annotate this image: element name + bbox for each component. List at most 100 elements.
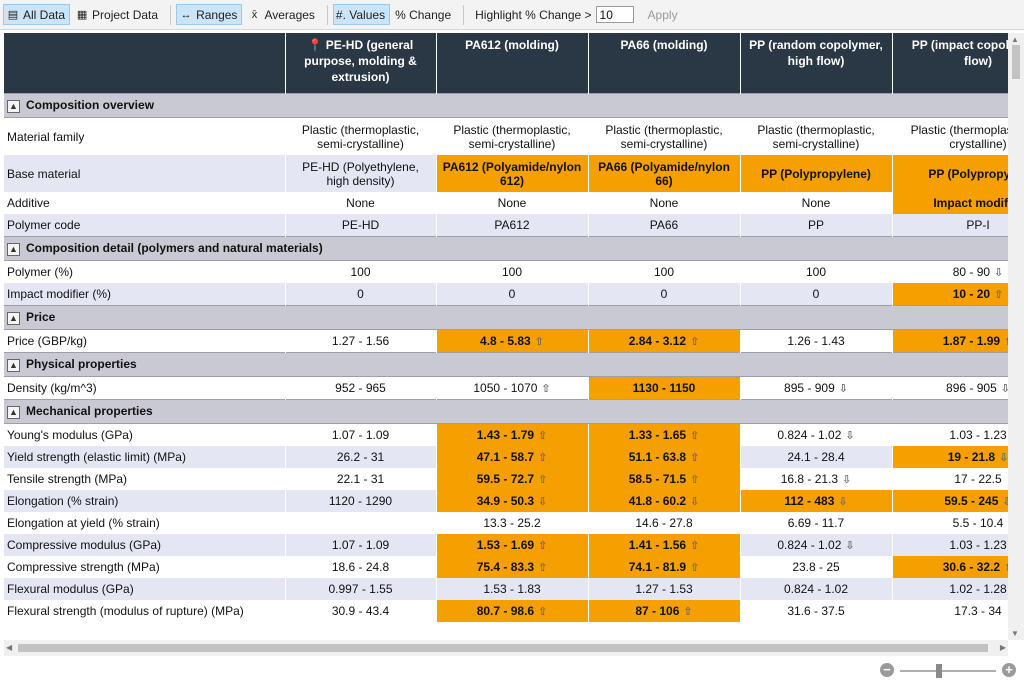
toolbar: ▤ All Data ▦ Project Data ↔ Ranges x̄ Averag…	[0, 0, 1024, 30]
arrow-up-icon: ⇧	[683, 605, 693, 618]
arrow-up-icon: ⇧	[538, 605, 548, 618]
cell-value: 4.8 - 5.83	[480, 333, 531, 348]
arrow-up-icon: ⇧	[690, 429, 700, 442]
column-header[interactable]: PA66 (molding)	[588, 33, 741, 94]
cell-value: 59.5 - 245	[944, 493, 999, 508]
values-button[interactable]: #. Values	[332, 4, 391, 25]
vertical-scroll-thumb[interactable]	[1012, 45, 1020, 79]
cell: PP (Polypropylene)	[740, 155, 893, 192]
cell: 10 - 20 ⇧	[892, 283, 1008, 306]
toolbar-divider	[326, 4, 328, 25]
cell-value: 2.84 - 3.12	[628, 333, 687, 348]
row-label: Elongation at yield (% strain)	[4, 512, 286, 534]
zoom-in-icon[interactable]: +	[1002, 663, 1016, 677]
cell: 112 - 483 ⇩	[740, 490, 893, 512]
collapse-icon[interactable]: ▲	[7, 242, 20, 256]
cell: 51.1 - 63.8 ⇧	[588, 446, 741, 468]
scroll-down-icon[interactable]: ▼	[1011, 629, 1019, 638]
section-row[interactable]: ▲ Composition detail (polymers and natura…	[4, 236, 1008, 261]
averages-button[interactable]: x̄ Averages	[244, 4, 319, 25]
vertical-scrollbar[interactable]: ▲ ▼	[1008, 33, 1024, 640]
scroll-left-icon[interactable]: ◀	[6, 643, 13, 652]
table-row: Yield strength (elastic limit) (MPa) 26.…	[4, 446, 1008, 468]
cell-value: 896 - 905	[946, 380, 997, 395]
ranges-label: Ranges	[196, 7, 238, 22]
table-row: Material family Plastic (thermoplastic, …	[4, 117, 1008, 155]
table-row: Compressive modulus (GPa) 1.07 - 1.09 1.…	[4, 534, 1008, 556]
cell: 0.997 - 1.55	[285, 578, 437, 600]
cell: 16.8 - 21.3 ⇩	[740, 468, 893, 490]
cell: 1.53 - 1.83	[436, 578, 589, 600]
cell: PP	[740, 214, 893, 237]
cell: 75.4 - 83.3 ⇧	[436, 556, 589, 578]
arrow-down-icon: ⇩	[690, 495, 700, 508]
cell: 30.9 - 43.4	[285, 600, 437, 622]
arrow-down-icon: ⇩	[845, 429, 855, 442]
cell: 0.824 - 1.02 ⇩	[740, 534, 893, 556]
section-row[interactable]: ▲ Mechanical properties	[4, 399, 1008, 424]
pin-icon: 📍	[307, 38, 323, 52]
arrow-up-icon: ⇧	[541, 382, 551, 395]
section-row[interactable]: ▲ Composition overview	[4, 93, 1008, 118]
cell: 1.27 - 1.56	[285, 329, 437, 353]
section-title: Composition detail (polymers and natural…	[26, 241, 323, 256]
scroll-right-icon[interactable]: ▶	[999, 643, 1006, 652]
cell: 6.69 - 11.7	[740, 512, 893, 534]
header-corner	[4, 33, 286, 94]
section-row[interactable]: ▲ Price	[4, 305, 1008, 330]
cell: 80 - 90 ⇩	[892, 260, 1008, 283]
highlight-threshold-input[interactable]: 10	[595, 6, 634, 23]
row-label: Material family	[4, 117, 286, 155]
section-title: Mechanical properties	[26, 404, 153, 419]
arrow-up-icon: ⇧	[534, 335, 544, 348]
zoom-slider-track[interactable]	[900, 670, 996, 672]
cell: None	[588, 192, 741, 214]
cell: PA612	[436, 214, 589, 237]
cell: 0	[436, 283, 589, 306]
horizontal-scrollbar[interactable]: ◀ ▶	[4, 640, 1008, 656]
table-row: Impact modifier (%) 0 0 0 0 10 - 20 ⇧	[4, 283, 1008, 306]
collapse-icon[interactable]: ▲	[7, 405, 20, 419]
horizontal-scroll-thumb[interactable]	[18, 644, 988, 652]
section-row[interactable]: ▲ Physical properties	[4, 352, 1008, 377]
zoom-out-icon[interactable]: −	[880, 663, 894, 677]
column-header[interactable]: 📍 PE-HD (general purpose, molding & extru…	[285, 33, 437, 94]
cell: 22.1 - 31	[285, 468, 437, 490]
scroll-up-icon[interactable]: ▲	[1011, 35, 1019, 44]
collapse-icon[interactable]: ▲	[7, 99, 20, 113]
cell-value: 1.43 - 1.79	[476, 427, 535, 442]
apply-button[interactable]: Apply	[647, 7, 678, 22]
table-row: Elongation at yield (% strain) 13.3 - 25…	[4, 512, 1008, 534]
column-header[interactable]: PP (impact copoly high flow)	[892, 33, 1008, 94]
cell-value: 80 - 90	[952, 264, 991, 279]
arrow-up-icon: ⇧	[690, 473, 700, 486]
ranges-button[interactable]: ↔ Ranges	[176, 4, 243, 25]
cell-value: 112 - 483	[784, 493, 835, 508]
cell: Plastic (thermoplastic, semi-crystalline…	[436, 117, 589, 155]
all-data-label: All Data	[23, 7, 66, 22]
cell: 100	[436, 260, 589, 283]
cell: 23.8 - 25	[740, 556, 893, 578]
cell: 24.1 - 28.4	[740, 446, 893, 468]
all-data-button[interactable]: ▤ All Data	[3, 4, 71, 25]
column-header[interactable]: PA612 (molding)	[436, 33, 589, 94]
table-row: Flexural modulus (GPa) 0.997 - 1.55 1.53…	[4, 578, 1008, 600]
all-data-icon: ▤	[7, 9, 19, 21]
table-row: Flexural strength (modulus of rupture) (…	[4, 600, 1008, 622]
zoom-slider-knob[interactable]	[936, 664, 942, 678]
column-header[interactable]: PP (random copolymer, high flow)	[740, 33, 893, 94]
row-label: Density (kg/m^3)	[4, 376, 286, 400]
cell: 17 - 22.5	[892, 468, 1008, 490]
collapse-icon[interactable]: ▲	[7, 358, 20, 372]
collapse-icon[interactable]: ▲	[7, 311, 20, 325]
project-data-button[interactable]: ▦ Project Data	[72, 4, 163, 25]
arrow-up-icon: ⇧	[1004, 335, 1008, 349]
cell: 100	[285, 260, 437, 283]
arrow-up-icon: ⇧	[690, 539, 700, 552]
percent-change-button[interactable]: % Change	[392, 4, 456, 25]
cell: Plastic (thermoplas semi-crystalline)	[892, 117, 1008, 155]
cell: PP-I	[892, 214, 1008, 237]
cell: None	[285, 192, 437, 214]
cell-value: 0.824 - 1.02	[777, 427, 842, 442]
values-label: #. Values	[335, 7, 386, 22]
